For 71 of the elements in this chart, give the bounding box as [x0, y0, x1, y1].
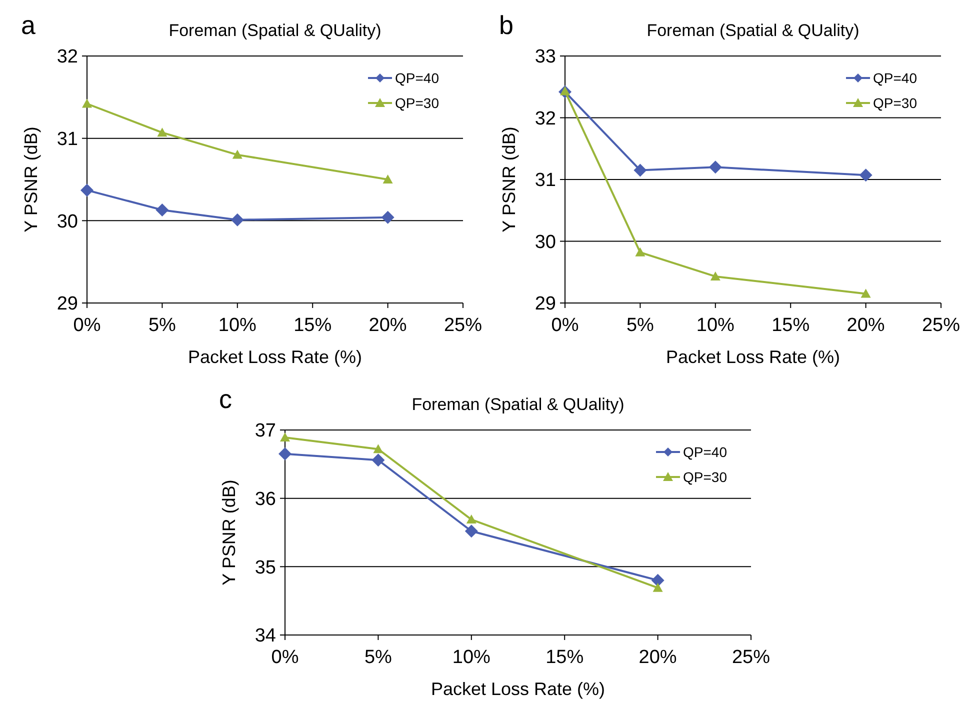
point — [82, 98, 92, 108]
point — [708, 160, 722, 174]
legend-label: QP=40 — [395, 70, 440, 86]
point — [635, 247, 646, 256]
point — [157, 128, 168, 137]
point — [280, 432, 290, 442]
y-tick-label: 33 — [534, 46, 556, 68]
x-tick-label: 25% — [922, 315, 960, 336]
point — [372, 454, 385, 467]
y-tick-label: 31 — [534, 170, 556, 192]
point — [859, 168, 872, 182]
y-tick-label: 30 — [56, 211, 78, 232]
point — [466, 514, 476, 524]
point — [373, 444, 384, 454]
x-tick-label: 10% — [218, 315, 257, 336]
point — [634, 164, 647, 177]
x-axis-title: Packet Loss Rate (%) — [666, 347, 840, 367]
x-tick-label: 0% — [271, 647, 299, 668]
legend-label: QP=30 — [395, 94, 440, 111]
point — [80, 184, 94, 197]
y-tick-label: 29 — [56, 294, 78, 315]
point — [382, 174, 393, 184]
y-tick-label: 31 — [56, 128, 78, 150]
y-axis-title: Y PSNR (dB) — [219, 480, 239, 586]
y-tick-label: 36 — [254, 488, 276, 510]
x-axis-title: Packet Loss Rate (%) — [188, 347, 362, 367]
y-tick-label: 34 — [254, 626, 276, 647]
point — [381, 210, 394, 224]
x-tick-label: 5% — [364, 647, 392, 668]
point — [232, 150, 242, 159]
x-tick-label: 25% — [732, 647, 770, 668]
x-tick-label: 0% — [551, 315, 579, 336]
x-tick-label: 20% — [368, 315, 407, 336]
x-tick-label: 25% — [444, 315, 482, 336]
x-axis-title: Packet Loss Rate (%) — [430, 679, 606, 699]
x-tick-label: 15% — [294, 315, 332, 336]
legend-label: QP=40 — [683, 444, 728, 460]
y-tick-label: 30 — [534, 232, 556, 253]
text: c — [219, 384, 232, 414]
point — [230, 213, 244, 226]
point — [464, 524, 478, 538]
x-tick-label: 15% — [546, 647, 584, 668]
y-tick-label: 29 — [534, 294, 556, 315]
x-tick-label: 0% — [73, 315, 101, 336]
x-tick-label: 15% — [772, 315, 810, 336]
chart-title: Foreman (Spatial & QUality) — [168, 21, 382, 40]
chart-title: Foreman (Spatial & QUality) — [412, 395, 624, 414]
x-tick-label: 20% — [638, 647, 677, 668]
legend-label: QP=30 — [873, 94, 918, 111]
point — [651, 574, 664, 587]
x-tick-label: 20% — [846, 315, 885, 336]
legend-label: QP=40 — [873, 70, 918, 86]
y-tick-label: 37 — [254, 420, 276, 442]
legend-label: QP=30 — [683, 468, 728, 485]
text: b — [499, 10, 514, 40]
x-tick-label: 10% — [696, 315, 735, 336]
point — [860, 288, 871, 298]
y-axis-title: Y PSNR (dB) — [499, 126, 519, 232]
y-tick-label: 32 — [534, 108, 556, 130]
point — [710, 271, 720, 280]
point — [156, 203, 169, 216]
text: a — [21, 10, 36, 40]
x-tick-label: 5% — [626, 315, 654, 336]
y-tick-label: 35 — [254, 557, 276, 578]
point — [652, 582, 663, 592]
y-tick-label: 32 — [56, 46, 78, 68]
x-tick-label: 5% — [148, 315, 176, 336]
x-tick-label: 10% — [452, 647, 491, 668]
y-axis-title: Y PSNR (dB) — [21, 126, 41, 232]
point — [278, 447, 292, 460]
chart-title: Foreman (Spatial & QUality) — [646, 21, 860, 40]
